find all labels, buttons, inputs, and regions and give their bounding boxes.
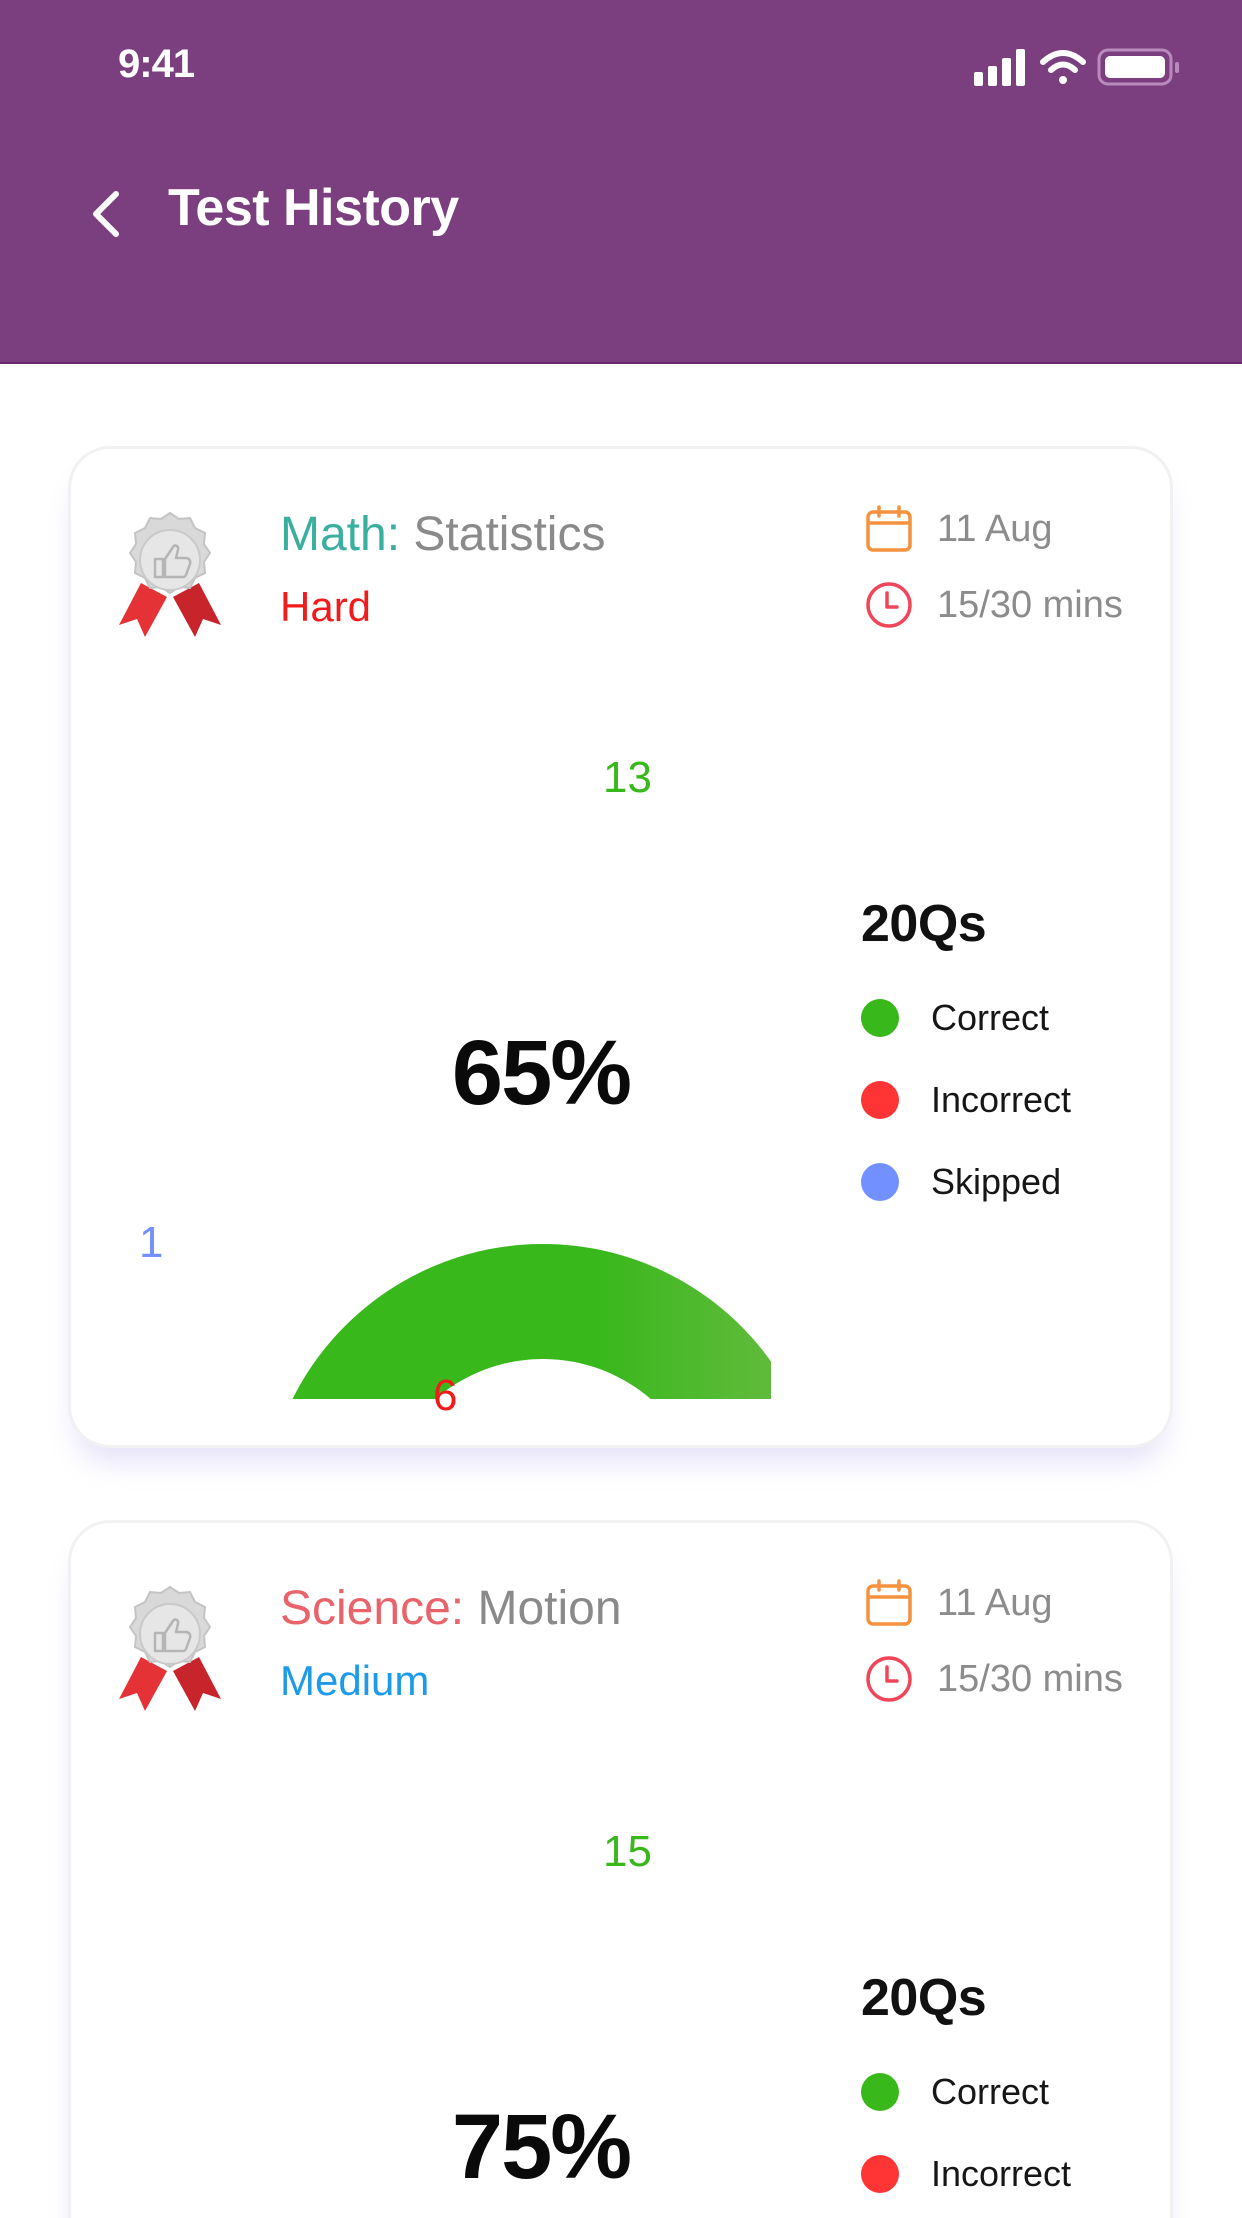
correct-count: 15	[603, 1827, 652, 1876]
test-history-card[interactable]: Science: Motion Medium 11 Aug 15/30 mins	[68, 1520, 1173, 2218]
legend-dot-icon	[861, 1081, 899, 1119]
legend-item-correct: Correct	[861, 970, 1071, 1066]
legend-label: Correct	[931, 2071, 1050, 2112]
test-duration: 15/30 mins	[863, 1653, 1123, 1705]
medal-thumbs-up-icon	[119, 1585, 221, 1711]
subject-label: Math:	[280, 508, 401, 561]
legend-label: Incorrect	[931, 2153, 1072, 2194]
test-duration: 15/30 mins	[863, 579, 1123, 631]
test-date: 11 Aug	[863, 1577, 1053, 1629]
medal-thumbs-up-icon	[119, 511, 221, 637]
wifi-icon	[1040, 50, 1086, 84]
legend-dot-icon	[861, 2155, 899, 2193]
back-button[interactable]	[82, 180, 132, 244]
page-title: Test History	[168, 179, 459, 237]
legend-label: Correct	[931, 997, 1050, 1038]
test-title: Science: Motion	[280, 1581, 622, 1636]
donut-chart: 65% 13 1 6	[139, 753, 771, 1420]
total-questions: 20Qs	[861, 895, 987, 953]
skipped-count: 1	[139, 1218, 164, 1267]
legend-dot-icon	[861, 1163, 899, 1201]
legend-item-incorrect: Incorrect	[861, 2126, 1071, 2218]
signal-icon	[974, 49, 1025, 86]
topic-label: Statistics	[413, 508, 606, 561]
duration-text: 15/30 mins	[937, 1657, 1123, 1700]
legend-items: Correct Incorrect	[861, 2044, 1071, 2218]
score-percent: 75%	[451, 2096, 632, 2198]
status-icons	[974, 48, 1179, 86]
legend-label: Incorrect	[931, 1079, 1072, 1120]
donut-chart: 75% 15	[171, 1827, 771, 2218]
segment-correct	[292, 1244, 771, 1399]
total-questions: 20Qs	[861, 1969, 987, 2027]
topic-label: Motion	[477, 1582, 622, 1635]
chart-legend: 20Qs Correct Incorrect	[861, 1968, 1071, 2218]
calendar-icon	[866, 505, 912, 552]
calendar-icon	[866, 1579, 912, 1626]
difficulty-label: Hard	[280, 583, 372, 630]
legend-dot-icon	[861, 999, 899, 1037]
chart-legend: 20Qs Correct Incorrect Skipped	[861, 894, 1071, 1230]
test-title: Math: Statistics	[280, 507, 605, 562]
legend-item-skipped: Skipped	[861, 1134, 1071, 1230]
legend-dot-icon	[861, 2073, 899, 2111]
test-date: 11 Aug	[863, 503, 1053, 555]
duration-text: 15/30 mins	[937, 583, 1123, 626]
battery-icon	[1097, 48, 1179, 86]
legend-label: Skipped	[931, 1161, 1062, 1202]
incorrect-count: 6	[433, 1371, 458, 1420]
test-history-card[interactable]: Math: Statistics Hard 11 Aug 15/30 mins	[68, 446, 1173, 1448]
clock-icon	[866, 1656, 912, 1702]
status-time: 9:41	[118, 42, 195, 86]
date-text: 11 Aug	[937, 1581, 1053, 1624]
chevron-left-icon	[93, 191, 119, 237]
legend-item-incorrect: Incorrect	[861, 1052, 1071, 1148]
score-percent: 65%	[451, 1022, 632, 1124]
difficulty-label: Medium	[280, 1657, 430, 1704]
date-text: 11 Aug	[937, 507, 1053, 550]
donut-ring	[292, 1244, 771, 1399]
legend-item-correct: Correct	[861, 2044, 1071, 2140]
subject-label: Science:	[280, 1582, 465, 1635]
correct-count: 13	[603, 753, 652, 802]
clock-icon	[866, 582, 912, 628]
app-header: 9:41 Test History	[0, 0, 1242, 364]
legend-items: Correct Incorrect Skipped	[861, 970, 1071, 1230]
